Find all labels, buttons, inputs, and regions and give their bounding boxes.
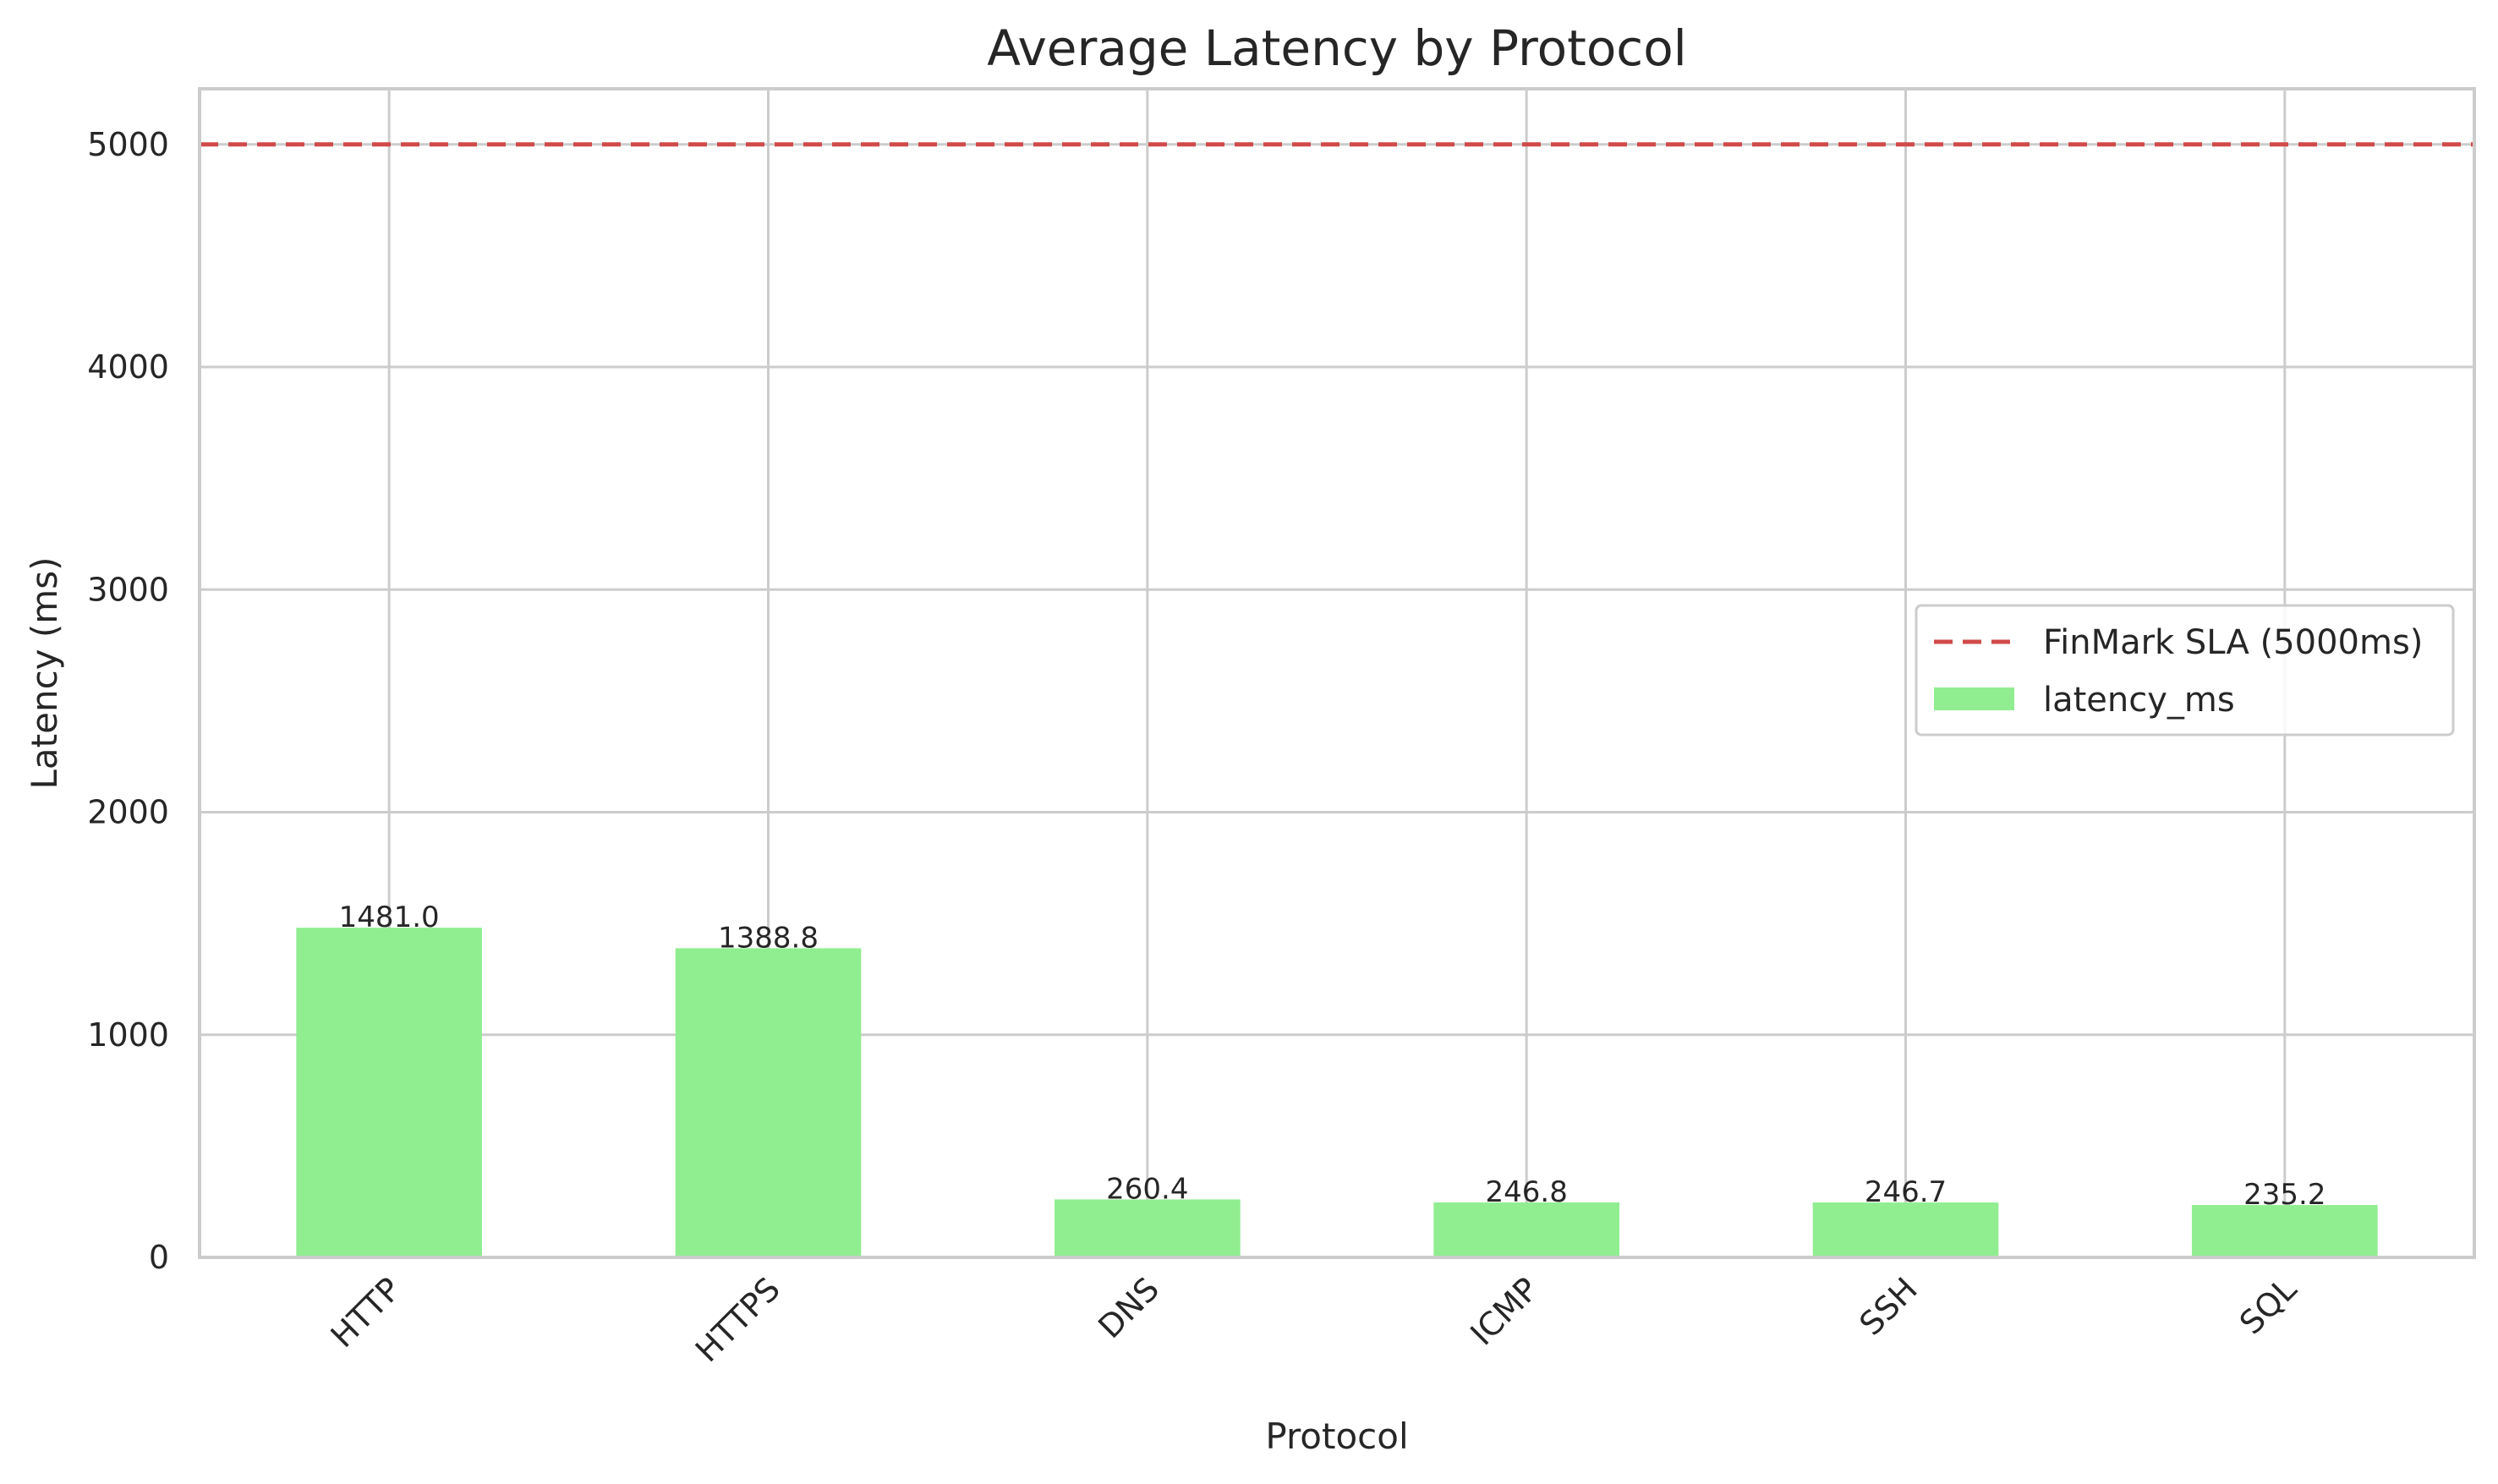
- bar: [1054, 1199, 1241, 1257]
- bar: [1433, 1202, 1620, 1257]
- plot-frame: [198, 87, 2476, 1259]
- y-tick-label: 2000: [87, 794, 169, 831]
- legend-sla-label: FinMark SLA (5000ms): [2043, 623, 2423, 662]
- bar: [296, 928, 483, 1257]
- y-tick-label: 5000: [87, 126, 169, 163]
- y-axis-label: Latency (ms): [24, 557, 65, 790]
- bar-value-label: 246.8: [1485, 1175, 1567, 1209]
- legend-frame: [1915, 604, 2455, 737]
- bar: [675, 948, 862, 1257]
- bars: [296, 928, 2378, 1257]
- y-axis-ticks: 0 1000 2000 3000 4000 5000: [87, 126, 169, 1276]
- bar-value-label: 1481.0: [339, 901, 440, 934]
- x-axis-label: Protocol: [1265, 1416, 1408, 1457]
- y-tick-label: 1000: [87, 1016, 169, 1054]
- bar: [1812, 1202, 1999, 1257]
- bar-value-label: 235.2: [2243, 1178, 2325, 1212]
- bar-value-label: 246.7: [1865, 1175, 1947, 1209]
- y-tick-label: 4000: [87, 348, 169, 386]
- bar-value-label: 260.4: [1106, 1172, 1188, 1206]
- y-tick-label: 0: [149, 1239, 169, 1276]
- y-tick-label: 3000: [87, 571, 169, 608]
- bar: [2191, 1205, 2378, 1257]
- legend-latency-label: latency_ms: [2043, 681, 2235, 720]
- legend-latency-swatch: [1934, 687, 2014, 710]
- chart-title: Average Latency by Protocol: [987, 19, 1687, 77]
- bar-value-label: 1388.8: [718, 921, 819, 955]
- data-labels: 1481.0 1388.8 260.4 246.8 246.7 235.2: [339, 901, 2326, 1212]
- legend: FinMark SLA (5000ms) latency_ms: [1915, 604, 2455, 737]
